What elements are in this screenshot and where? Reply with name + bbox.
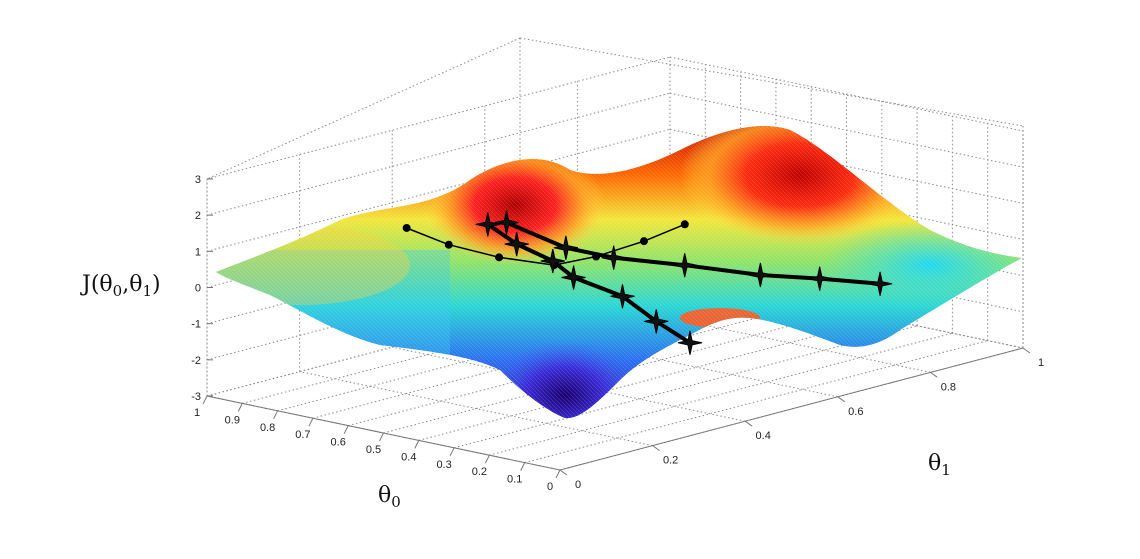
theta0-tick-label: 0.4 [401,451,416,463]
theta1-tick-mark [930,371,938,378]
axis-ticks: -3 -2 -1 0 1 2 3 0 0.1 0.2 0.3 0.4 0.5 0.6 0.7 0.8 0.9 1 0… [191,174,1044,493]
descent-point-star [553,235,579,260]
descent-point-dot [680,220,689,229]
theta0-tick-mark [237,403,243,412]
z-tick-label: 1 [195,246,201,258]
theta1-tick-mark [837,396,846,403]
z-tick-label: -3 [191,391,201,403]
floor-grid-line-theta1 [299,371,653,447]
descent-point-dot [495,253,504,262]
theta0-tick-mark [343,425,349,434]
descent-point-star [748,262,773,288]
descent-point-dot [402,223,411,232]
descent-paths [402,210,893,355]
theta0-tick-label: 0.3 [436,459,451,471]
theta0-tick-label: 0.5 [366,444,381,456]
theta1-tick-label: 0 [575,479,581,491]
descent-point-star [644,309,669,334]
descent-point-star [540,248,565,274]
z-tick-label: -1 [191,319,201,331]
theta0-tick-label: 0.6 [331,437,346,449]
theta0-tick-label: 0 [547,481,553,493]
descent-point-dot [444,240,453,249]
theta0-tick-label: 1 [194,407,200,419]
cost-surface [216,126,1022,419]
theta0-tick-mark [308,417,314,427]
theta0-tick-label: 0.2 [472,466,487,478]
theta1-tick-label: 0.6 [848,406,863,418]
z-axis-label: J(θ0,θ1) [80,272,161,300]
grid-line-z [669,92,1024,168]
theta1-tick-label: 1 [1038,357,1044,369]
theta1-tick-label: 0.2 [663,455,678,467]
descent-point-star [561,265,586,290]
grid-line-z [669,56,1024,132]
descent-point-star [601,245,626,270]
theta1-tick-mark [1022,347,1031,354]
theta0-tick-label: 0.9 [225,414,240,426]
z-tick-label: 2 [195,210,201,222]
z-tick-label: 3 [195,174,201,186]
descent-point-star [807,266,832,291]
theta0-tick-mark [484,454,490,464]
theta0-tick-mark [555,469,561,479]
descent-point-star [494,210,519,235]
descent-point-star [610,284,635,309]
y-axis-label: θ1 [928,451,951,479]
theta1-tick-label: 0.8 [941,381,956,393]
theta0-tick-mark [414,440,420,449]
theta0-tick-label: 0.1 [507,474,522,486]
z-tick-label: 0 [195,283,201,295]
theta0-tick-label: 0.8 [260,422,275,434]
descent-point-star [672,253,697,278]
theta1-tick-label: 0.4 [756,430,771,442]
descent-point-star [504,231,529,257]
theta0-tick-mark [379,432,384,442]
theta1-tick-mark [559,469,568,476]
descent-point-star [475,212,500,237]
descent-point-star [867,271,893,296]
grid-line-z [206,56,671,180]
theta0-tick-mark [449,447,455,457]
z-tick-label: -2 [191,355,201,367]
descent-point-star [677,330,703,355]
x-axis-label: θ0 [378,483,401,511]
theta0-tick-mark [520,462,526,471]
theta0-tick-label: 0.7 [295,429,310,441]
theta0-tick-mark [202,395,208,405]
theta1-tick-mark [652,445,660,452]
theta1-tick-mark [744,420,753,427]
descent-point-dot [639,237,648,246]
theta0-tick-mark [273,410,279,420]
